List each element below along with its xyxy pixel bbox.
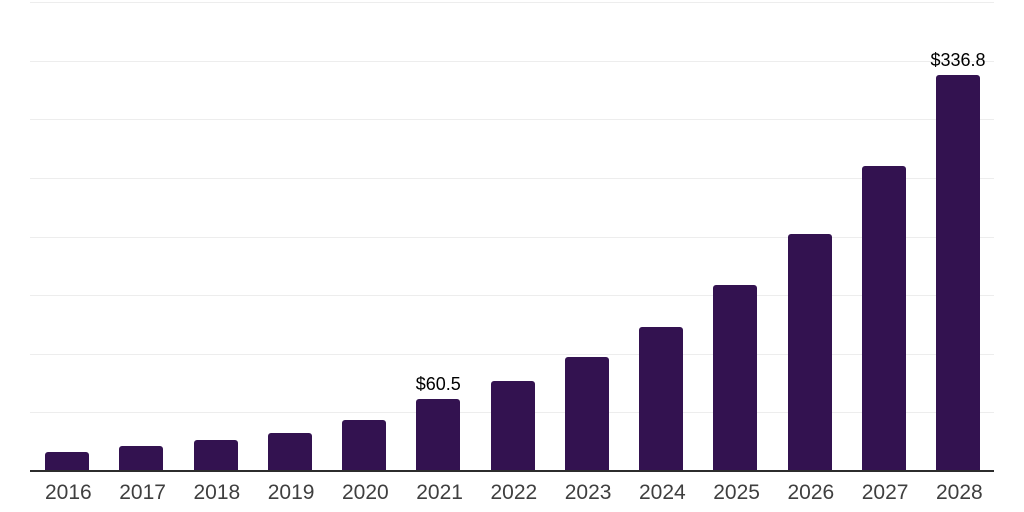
bar-2023 <box>564 357 609 470</box>
x-tick-label: 2028 <box>936 481 983 504</box>
x-tick-label: 2019 <box>267 481 315 504</box>
bar-cell <box>639 327 683 470</box>
bar-cell <box>787 233 832 470</box>
gridline <box>30 2 994 3</box>
bar-cell <box>45 451 89 470</box>
x-tick-label: 2027 <box>861 481 909 504</box>
bar-cell <box>564 357 609 470</box>
gridline <box>30 119 994 121</box>
plot-area: $60.5 $336.8 <box>30 2 994 472</box>
x-tick-label: 2018 <box>193 481 241 504</box>
x-axis-line <box>30 470 994 472</box>
x-tick-label: 2016 <box>45 481 92 504</box>
bar-2022 <box>490 381 535 470</box>
x-tick-label: 2017 <box>119 481 166 504</box>
x-tick-label: 2021 <box>416 481 463 504</box>
bar-value-label: $60.5 <box>415 374 461 395</box>
bar-cell: $60.5 <box>415 374 461 470</box>
x-tick-label: 2024 <box>639 481 686 504</box>
bar-2028 <box>936 75 980 470</box>
bar-2026 <box>787 233 832 470</box>
bar-2019 <box>267 433 312 470</box>
bar-cell <box>490 381 535 470</box>
bar-2017 <box>119 446 164 470</box>
x-tick-label: 2025 <box>713 481 760 504</box>
bar-2021 <box>416 399 461 470</box>
bar-cell <box>342 420 386 470</box>
bar-cell <box>713 285 758 470</box>
bar-cell <box>119 446 164 470</box>
gridline <box>30 177 994 179</box>
x-tick-label: 2026 <box>787 481 835 504</box>
gridline <box>30 295 994 297</box>
bar-cell <box>267 433 312 470</box>
x-axis-tick-labels: 2016 2017 2018 2019 2020 2021 2022 2023 2024 2025… <box>45 481 983 504</box>
bar-2025 <box>713 285 758 470</box>
bar-cell: $336.8 <box>930 51 986 470</box>
bar-2020 <box>342 420 386 470</box>
bar-2027 <box>861 165 906 470</box>
bar-2018 <box>193 440 238 470</box>
bar-value-label: $336.8 <box>930 50 986 71</box>
gridline <box>30 353 994 355</box>
bar-2024 <box>639 327 683 470</box>
bar-cell <box>193 440 238 470</box>
gridline <box>30 60 994 62</box>
gridline <box>30 236 994 238</box>
bars-layer: $60.5 $336.8 <box>45 2 986 470</box>
x-tick-label: 2022 <box>490 481 538 504</box>
x-tick-label: 2020 <box>342 481 389 504</box>
bar-cell <box>861 165 906 470</box>
x-tick-label: 2023 <box>564 481 612 504</box>
bar-2016 <box>45 451 89 470</box>
